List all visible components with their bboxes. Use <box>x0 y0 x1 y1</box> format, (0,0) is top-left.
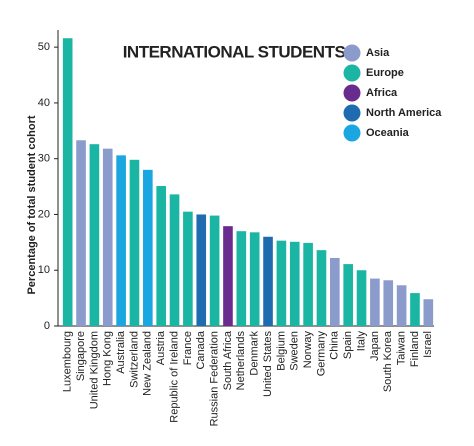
legend-swatch <box>343 84 361 102</box>
bar <box>62 38 73 326</box>
bar <box>102 148 113 326</box>
bar <box>383 280 394 326</box>
bar <box>316 250 327 326</box>
bar <box>356 270 367 326</box>
bar <box>169 194 180 326</box>
x-tick-label: United Kingdom <box>88 331 100 409</box>
x-tick-label: Canada <box>195 330 207 369</box>
x-tick-label: United States <box>262 331 274 398</box>
bar <box>249 232 260 326</box>
chart-title: INTERNATIONAL STUDENTS <box>123 42 346 61</box>
bar <box>143 169 153 326</box>
bar <box>89 144 100 326</box>
x-tick-label: Finland <box>409 331 421 367</box>
bar <box>116 155 126 326</box>
x-tick-label: Norway <box>302 331 314 369</box>
x-tick-label: Republic of Ireland <box>168 331 180 423</box>
y-tick-label: 30 <box>38 153 50 165</box>
x-tick-label: Belgium <box>275 331 287 371</box>
x-tick-label: France <box>182 331 194 365</box>
legend-swatch <box>343 124 361 142</box>
bar <box>236 231 247 326</box>
x-tick-label: South Africa <box>222 330 234 390</box>
x-tick-label: South Korea <box>382 330 394 392</box>
x-tick-label: Germany <box>315 331 327 377</box>
bar <box>263 236 273 326</box>
bar <box>396 285 407 326</box>
x-tick-label: Sweden <box>289 331 301 371</box>
y-tick-label: 10 <box>38 264 50 276</box>
x-tick-label: Italy <box>355 331 367 352</box>
bar <box>276 240 287 326</box>
legend-label: Asia <box>366 47 390 59</box>
x-tick-label: Hong Kong <box>102 331 114 386</box>
y-tick-label: 0 <box>44 320 50 332</box>
x-tick-label: Luxembourg <box>62 331 74 392</box>
bar <box>209 215 220 326</box>
legend-swatch <box>343 64 361 82</box>
x-tick-label: New Zealand <box>142 331 154 396</box>
legend-swatch <box>343 104 361 122</box>
bar <box>223 226 233 326</box>
legend-label: Africa <box>366 87 398 99</box>
y-axis-title: Percentage of total student cohort <box>26 115 38 294</box>
bar <box>330 257 340 326</box>
bar <box>129 159 140 326</box>
y-tick-label: 20 <box>38 208 50 220</box>
bar <box>196 214 207 326</box>
bar <box>410 293 420 326</box>
y-tick-label: 50 <box>38 41 50 53</box>
bar <box>370 278 380 326</box>
bar <box>156 186 166 326</box>
legend-label: Europe <box>366 67 404 79</box>
bar <box>183 211 193 326</box>
bar <box>289 241 300 326</box>
x-tick-label: Spain <box>342 331 354 359</box>
x-tick-label: Austria <box>155 330 167 365</box>
legend-label: Oceania <box>366 127 410 139</box>
legend-swatch <box>343 44 361 62</box>
legend-label: North America <box>366 107 442 119</box>
x-tick-label: Israel <box>422 331 434 358</box>
bar <box>76 140 86 326</box>
x-tick-label: Taiwan <box>396 331 408 365</box>
bar <box>303 242 313 326</box>
x-tick-label: Japan <box>369 331 381 361</box>
bar <box>423 299 434 326</box>
x-tick-label: Denmark <box>249 331 261 376</box>
x-tick-label: Netherlands <box>235 331 247 391</box>
x-tick-label: Singapore <box>75 331 87 381</box>
x-tick-label: Australia <box>115 330 127 374</box>
x-tick-label: Switzerland <box>128 331 140 388</box>
bar <box>343 264 353 326</box>
x-tick-label: China <box>329 330 341 360</box>
y-tick-label: 40 <box>38 97 50 109</box>
x-tick-label: Russian Federation <box>209 331 221 426</box>
